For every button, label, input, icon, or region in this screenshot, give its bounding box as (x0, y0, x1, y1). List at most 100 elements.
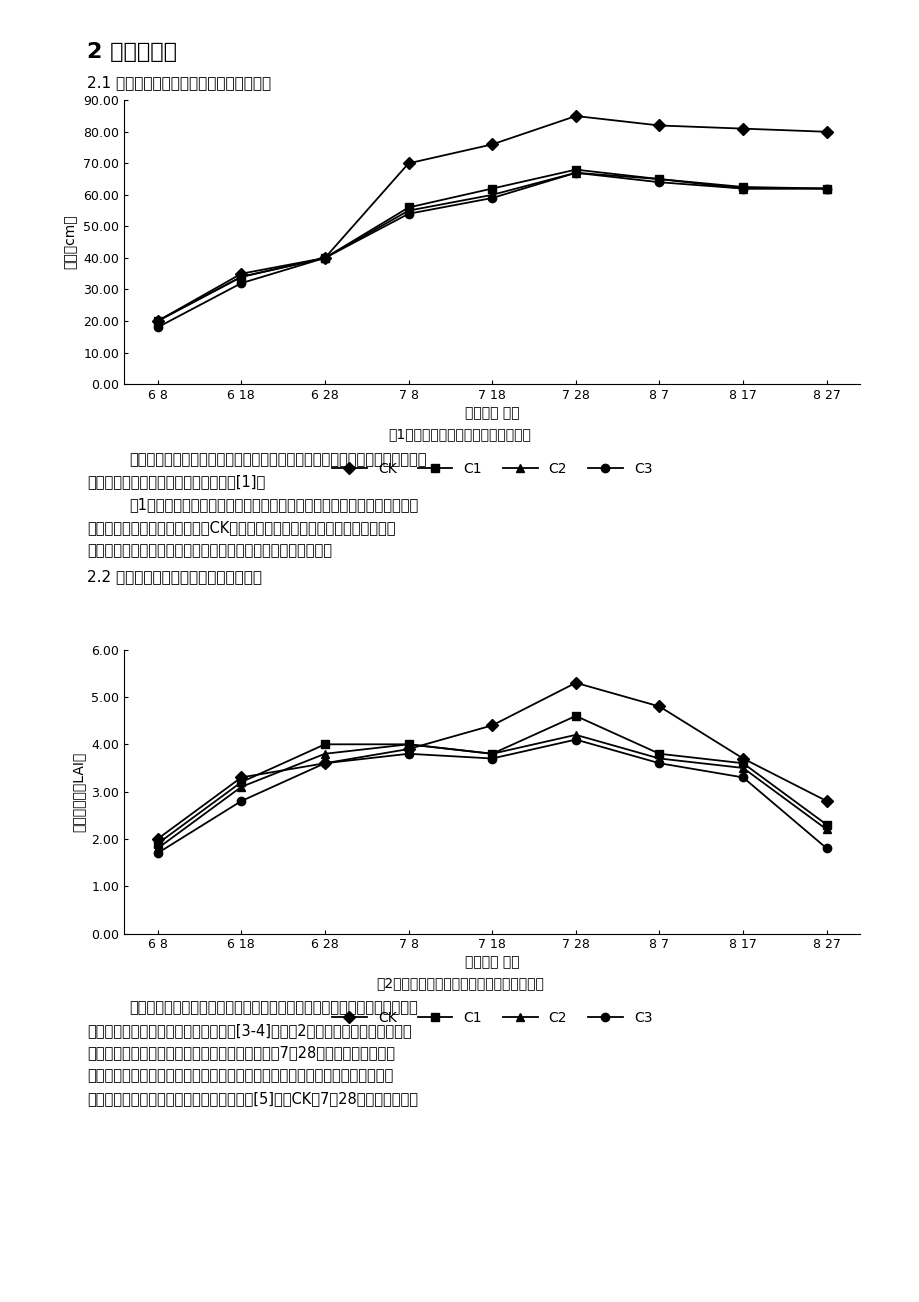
Text: 2.1 不同用量多效唑对滴灌大豆株高的影响: 2.1 不同用量多效唑对滴灌大豆株高的影响 (87, 76, 271, 91)
C2 (319, 746, 330, 762)
Line: C2: C2 (153, 730, 830, 853)
CK (653, 117, 664, 133)
CK (152, 314, 163, 329)
Text: 株高是衡量大豆群体株型状况是否合理的敏感指标。有效控制株高适度生长，: 株高是衡量大豆群体株型状况是否合理的敏感指标。有效控制株高适度生长， (129, 452, 425, 467)
Text: 多效唑的各处理株高均明显低于CK，各处理之间差异不明显。说明多效唑对大: 多效唑的各处理株高均明显低于CK，各处理之间差异不明显。说明多效唑对大 (87, 519, 395, 535)
C3 (152, 319, 163, 335)
X-axis label: 日期（月 日）: 日期（月 日） (464, 956, 519, 970)
Line: C1: C1 (153, 712, 830, 848)
Text: 豆的株高生长有抑制作用，能使植株节间缩短，防止植株旺长。: 豆的株高生长有抑制作用，能使植株节间缩短，防止植株旺长。 (87, 543, 332, 559)
C1 (152, 314, 163, 329)
CK (821, 124, 832, 139)
CK (403, 155, 414, 171)
C1 (319, 737, 330, 753)
Legend: CK, C1, C2, C3: CK, C1, C2, C3 (326, 1005, 657, 1031)
C3 (821, 181, 832, 197)
C3 (152, 845, 163, 861)
CK (486, 137, 497, 152)
C3 (653, 174, 664, 190)
C1 (653, 172, 664, 187)
C2 (235, 779, 246, 794)
C1 (235, 270, 246, 285)
C3 (486, 751, 497, 767)
Line: CK: CK (153, 678, 830, 844)
C2 (821, 181, 832, 197)
Y-axis label: 株高（cm）: 株高（cm） (63, 215, 78, 270)
C1 (403, 737, 414, 753)
Text: 图2不同用量多效唑对大豆叶面积指数的影响: 图2不同用量多效唑对大豆叶面积指数的影响 (376, 976, 543, 991)
C1 (486, 746, 497, 762)
C2 (486, 187, 497, 203)
C3 (235, 793, 246, 809)
C3 (570, 732, 581, 747)
C1 (152, 836, 163, 852)
C3 (821, 841, 832, 857)
CK (570, 108, 581, 124)
C3 (737, 769, 748, 785)
C1 (653, 746, 664, 762)
C2 (319, 250, 330, 266)
C2 (486, 746, 497, 762)
C1 (570, 708, 581, 724)
Text: 2 结果与分析: 2 结果与分析 (87, 42, 177, 61)
Text: 高水平，此时期为结荚鼓粒期，是产量形成的关键时期，因此保持较高的叶面积: 高水平，此时期为结荚鼓粒期，是产量形成的关键时期，因此保持较高的叶面积 (87, 1068, 393, 1083)
C2 (152, 841, 163, 857)
C2 (737, 760, 748, 776)
Line: CK: CK (153, 112, 830, 326)
C3 (653, 755, 664, 771)
C1 (821, 181, 832, 197)
C2 (570, 165, 581, 181)
CK (319, 250, 330, 266)
CK (653, 699, 664, 715)
C3 (403, 206, 414, 221)
C2 (570, 727, 581, 742)
C2 (403, 203, 414, 219)
C1 (403, 199, 414, 215)
C3 (570, 165, 581, 181)
C1 (319, 250, 330, 266)
C3 (319, 755, 330, 771)
C1 (737, 755, 748, 771)
CK (235, 266, 246, 281)
Text: 是塑造大豆理想株型的重要基础及指标[1]。: 是塑造大豆理想株型的重要基础及指标[1]。 (87, 474, 266, 490)
C1 (235, 775, 246, 790)
Legend: CK, C1, C2, C3: CK, C1, C2, C3 (326, 456, 657, 482)
Line: C1: C1 (153, 165, 830, 326)
Text: 指标，是衡量群体结构是否合理的标志[3-4]。从图2可以看出，各处理下大豆群: 指标，是衡量群体结构是否合理的标志[3-4]。从图2可以看出，各处理下大豆群 (87, 1023, 412, 1038)
C3 (403, 746, 414, 762)
C3 (235, 275, 246, 290)
Text: 图1显示了不同多效唑浓度处理对株高的动态变化。从图中可以看出，喷施: 图1显示了不同多效唑浓度处理对株高的动态变化。从图中可以看出，喷施 (129, 497, 417, 513)
Text: 图1不同用量多效唑对大豆株高的影响: 图1不同用量多效唑对大豆株高的影响 (388, 427, 531, 441)
CK (570, 674, 581, 690)
CK (486, 717, 497, 733)
CK (821, 793, 832, 809)
Line: C2: C2 (153, 169, 830, 326)
CK (403, 741, 414, 756)
CK (737, 751, 748, 767)
X-axis label: 日期（月 日）: 日期（月 日） (464, 406, 519, 421)
C3 (737, 181, 748, 197)
CK (235, 769, 246, 785)
Y-axis label: 叶面积指数（LAI）: 叶面积指数（LAI） (72, 751, 85, 832)
Line: C3: C3 (153, 736, 830, 857)
C1 (737, 180, 748, 195)
C2 (653, 172, 664, 187)
CK (737, 121, 748, 137)
C2 (737, 181, 748, 197)
Text: 体叶面积指数在生育期间内的变化大体相同，均在7月28日达到最高且维持较: 体叶面积指数在生育期间内的变化大体相同，均在7月28日达到最高且维持较 (87, 1046, 395, 1061)
C2 (403, 737, 414, 753)
C3 (486, 190, 497, 206)
C3 (319, 250, 330, 266)
Text: 2.2 不同用量多效唑对大豆叶面积的影响: 2.2 不同用量多效唑对大豆叶面积的影响 (87, 569, 262, 585)
C1 (821, 816, 832, 832)
Text: 大豆绿色叶片是光合作用的重要器官，叶面积的大小是影响产量的主要生理: 大豆绿色叶片是光合作用的重要器官，叶面积的大小是影响产量的主要生理 (129, 1000, 417, 1016)
Text: 指数对干物质的增加及产量的形成更为重要[5]。而CK在7月28日达到最大值后: 指数对干物质的增加及产量的形成更为重要[5]。而CK在7月28日达到最大值后 (87, 1091, 418, 1107)
C1 (570, 161, 581, 177)
CK (152, 831, 163, 846)
C2 (235, 270, 246, 285)
C2 (821, 822, 832, 837)
C1 (486, 181, 497, 197)
Line: C3: C3 (153, 169, 830, 332)
C2 (653, 751, 664, 767)
C2 (152, 314, 163, 329)
